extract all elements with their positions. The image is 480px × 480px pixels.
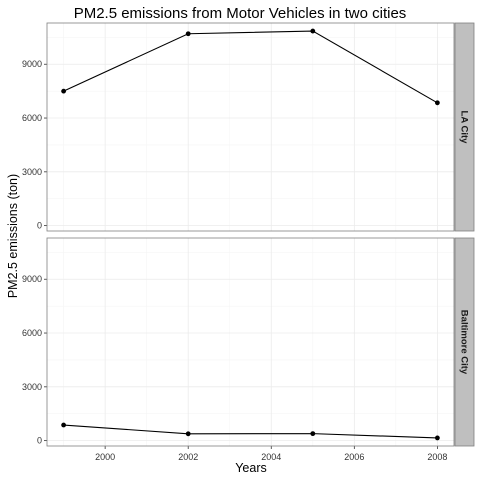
panel-border — [46, 22, 455, 232]
chart-title: PM2.5 emissions from Motor Vehicles in t… — [74, 5, 407, 22]
data-point — [61, 422, 67, 428]
data-point — [185, 431, 191, 437]
y-tick-label: 9000 — [22, 59, 42, 69]
panels: 0 3000 6000 9000 LA City 0 3000 6000 9000 2000 200… — [22, 22, 475, 462]
series-line — [63, 424, 438, 439]
panel-border — [46, 237, 455, 447]
x-axis-title: Years — [235, 461, 267, 475]
panel-background — [47, 23, 454, 231]
facet-strip-label: LA City — [459, 111, 470, 145]
y-tick-label: 6000 — [22, 328, 42, 338]
y-tick-label: 6000 — [22, 113, 42, 123]
x-tick-label: 2006 — [344, 452, 364, 462]
facet-strip — [454, 22, 475, 232]
facet-strip — [454, 237, 475, 447]
x-tick-label: 2004 — [261, 452, 281, 462]
panel-background — [47, 238, 454, 446]
y-tick-label: 3000 — [22, 382, 42, 392]
y-tick-label: 0 — [37, 436, 42, 446]
panel-1: 0 3000 6000 9000 LA City — [22, 22, 475, 232]
data-point — [310, 28, 316, 34]
data-point — [310, 431, 316, 437]
facet-strip-label: Baltimore City — [459, 310, 470, 375]
series-line — [63, 30, 438, 104]
panel-2: 0 3000 6000 9000 2000 2002 2004 2006 2008 Baltimo… — [22, 237, 475, 462]
data-point — [434, 435, 440, 441]
y-tick-label: 0 — [37, 221, 42, 231]
y-tick-label: 9000 — [22, 274, 42, 284]
y-tick-label: 3000 — [22, 167, 42, 177]
data-point — [185, 31, 191, 37]
data-point — [61, 88, 67, 94]
x-tick-label: 2002 — [178, 452, 198, 462]
x-tick-label: 2008 — [427, 452, 447, 462]
data-point — [434, 100, 440, 106]
y-axis-title: PM2.5 emissions (ton) — [6, 174, 20, 298]
x-tick-label: 2000 — [95, 452, 115, 462]
